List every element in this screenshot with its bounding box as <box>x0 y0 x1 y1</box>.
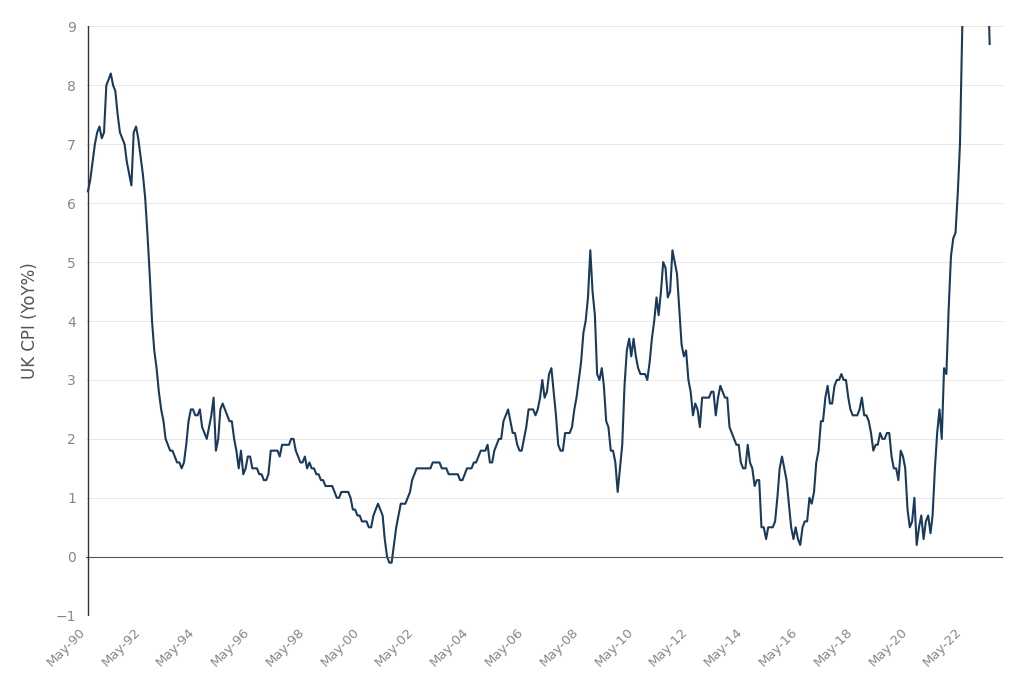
Y-axis label: UK CPI (YoY%): UK CPI (YoY%) <box>20 263 39 380</box>
